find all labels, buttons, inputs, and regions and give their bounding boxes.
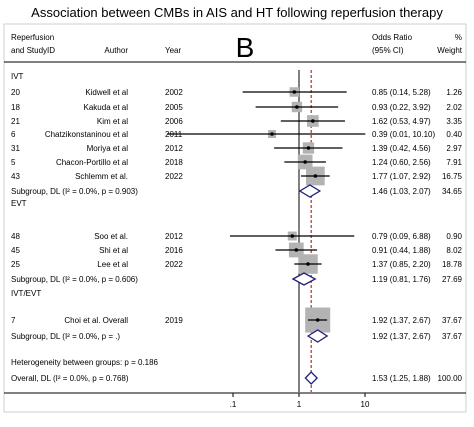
study-2-0-id: 7 — [11, 316, 16, 325]
study-1-0-author: Soo et al. — [94, 232, 128, 241]
heterogeneity-text: Heterogeneity between groups: p = 0.186 — [11, 358, 159, 367]
study-1-1-id: 45 — [11, 246, 20, 255]
subgroup-1-weight: 27.69 — [442, 275, 463, 284]
study-0-6-or-ci: 1.77 (1.07, 2.92) — [372, 172, 431, 181]
subgroup-0-diamond — [298, 184, 322, 198]
subgroup-2-weight: 37.67 — [442, 332, 463, 341]
study-1-2-or-ci: 1.37 (0.85, 2.20) — [372, 260, 431, 269]
study-0-6-author: Schlemm et al. — [75, 172, 128, 181]
col-header-group-1: Reperfusion — [11, 33, 54, 42]
study-0-5-author: Chacon-Portillo et al — [56, 158, 128, 167]
study-0-5-year: 2018 — [165, 158, 183, 167]
subgroup-1-or-ci: 1.19 (0.81, 1.76) — [372, 275, 431, 284]
col-header-weight-1: % — [455, 33, 462, 42]
study-0-2-weight: 3.35 — [446, 117, 462, 126]
chart-title: Association between CMBs in AIS and HT f… — [31, 5, 443, 20]
col-header-weight-2: Weight — [437, 46, 463, 55]
subgroup-0-weight: 34.65 — [442, 187, 463, 196]
study-0-5-id: 5 — [11, 158, 16, 167]
study-1-1-year: 2016 — [165, 246, 183, 255]
col-header-or-1: Odds Ratio — [372, 33, 413, 42]
plot-frame — [3, 23, 467, 413]
study-2-0-or-ci: 1.92 (1.37, 2.67) — [372, 316, 431, 325]
study-1-2-year: 2022 — [165, 260, 183, 269]
study-0-1-or-ci: 0.93 (0.22, 3.92) — [372, 103, 431, 112]
subgroup-0-or-ci: 1.46 (1.03, 2.07) — [372, 187, 431, 196]
study-0-3-id: 6 — [11, 130, 16, 139]
study-2-0-author: Choi et al. Overall — [64, 316, 128, 325]
overall-label: Overall, DL (I² = 0.0%, p = 0.768) — [11, 374, 129, 383]
study-1-2-id: 25 — [11, 260, 20, 269]
study-0-1-author: Kakuda et al — [84, 103, 129, 112]
overall-diamond — [304, 371, 319, 385]
study-1-1-author: Shi et al — [99, 246, 128, 255]
study-0-6-weight: 16.75 — [442, 172, 463, 181]
study-0-4-year: 2012 — [165, 144, 183, 153]
study-0-0-or-ci: 0.85 (0.14, 5.28) — [372, 88, 431, 97]
study-0-1-weight: 2.02 — [446, 103, 462, 112]
x-tick-label-1: 1 — [297, 400, 302, 409]
study-1-0-weight: 0.90 — [446, 232, 462, 241]
study-0-5-or-ci: 1.24 (0.60, 2.56) — [372, 158, 431, 167]
study-1-1-weight: 8.02 — [446, 246, 462, 255]
study-2-0-weight: 37.67 — [442, 316, 463, 325]
study-0-3-or-ci: 0.39 (0.01, 10.10) — [372, 130, 435, 139]
study-0-0-weight: 1.26 — [446, 88, 462, 97]
study-0-3-author: Chatzikonstaninou et al — [45, 130, 128, 139]
study-0-2-id: 21 — [11, 117, 20, 126]
study-2-0-year: 2019 — [165, 316, 183, 325]
panel-label: B — [236, 32, 255, 63]
study-0-1-id: 18 — [11, 103, 20, 112]
subgroup-1-label: Subgroup, DL (I² = 0.0%, p = 0.606) — [11, 275, 138, 284]
study-0-3-weight: 0.40 — [446, 130, 462, 139]
subgroup-0-label: Subgroup, DL (I² = 0.0%, p = 0.903) — [11, 187, 138, 196]
col-header-group-2: and StudyID — [11, 46, 55, 55]
study-0-4-weight: 2.97 — [446, 144, 462, 153]
study-1-0-year: 2012 — [165, 232, 183, 241]
subgroup-2-label: Subgroup, DL (I² = 0.0%, p = .) — [11, 332, 120, 341]
study-0-4-id: 31 — [11, 144, 20, 153]
study-0-2-or-ci: 1.62 (0.53, 4.97) — [372, 117, 431, 126]
group-label-2: IVT/EVT — [11, 289, 41, 298]
col-header-or-2: (95% CI) — [372, 46, 404, 55]
x-tick-label-0: .1 — [230, 400, 237, 409]
subgroup-1-diamond — [291, 272, 317, 286]
group-label-1: EVT — [11, 199, 27, 208]
study-0-6-id: 43 — [11, 172, 20, 181]
col-header-author: Author — [104, 46, 128, 55]
overall-or-ci: 1.53 (1.25, 1.88) — [372, 374, 431, 383]
study-1-1-or-ci: 0.91 (0.44, 1.88) — [372, 246, 431, 255]
study-0-4-author: Moriya et al — [87, 144, 129, 153]
study-1-2-author: Lee et al — [97, 260, 128, 269]
study-0-1-year: 2005 — [165, 103, 183, 112]
study-0-2-year: 2006 — [165, 117, 183, 126]
study-0-2-author: Kim et al — [97, 117, 128, 126]
study-1-2-weight: 18.78 — [442, 260, 463, 269]
subgroup-2-or-ci: 1.92 (1.37, 2.67) — [372, 332, 431, 341]
study-0-5-weight: 7.91 — [446, 158, 462, 167]
study-0-0-id: 20 — [11, 88, 20, 97]
subgroup-2-diamond — [306, 329, 329, 343]
study-1-0-or-ci: 0.79 (0.09, 6.88) — [372, 232, 431, 241]
study-0-6-year: 2022 — [165, 172, 183, 181]
study-0-0-year: 2002 — [165, 88, 183, 97]
col-header-year: Year — [165, 46, 182, 55]
study-0-0-author: Kidwell et al — [85, 88, 128, 97]
group-label-0: IVT — [11, 72, 24, 81]
study-0-4-or-ci: 1.39 (0.42, 4.56) — [372, 144, 431, 153]
overall-weight: 100.00 — [438, 374, 463, 383]
study-1-0-id: 48 — [11, 232, 20, 241]
x-tick-label-2: 10 — [361, 400, 370, 409]
